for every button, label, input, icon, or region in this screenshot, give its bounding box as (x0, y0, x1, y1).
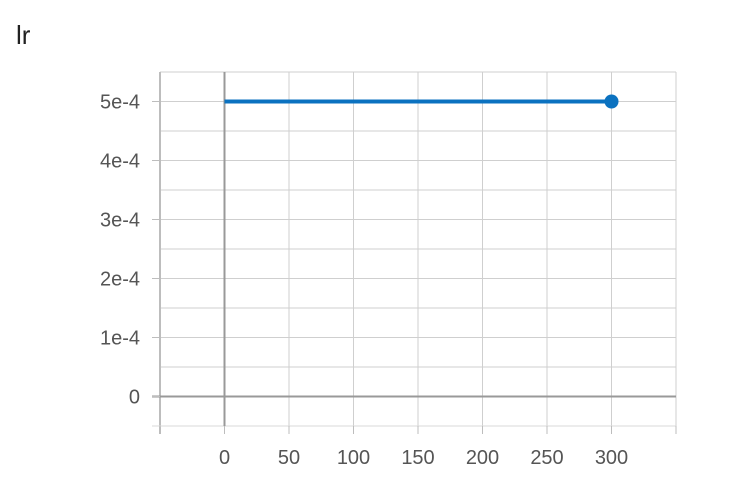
x-tick-label: 150 (401, 447, 434, 469)
x-tick-label: 0 (219, 447, 230, 469)
y-tick-label: 4e-4 (100, 151, 140, 173)
y-tick-label: 0 (129, 387, 140, 409)
axes (152, 72, 677, 434)
grid (159, 71, 677, 427)
x-tick-label: 250 (530, 447, 563, 469)
y-tick-label: 5e-4 (100, 92, 140, 114)
x-tick-label: 200 (466, 447, 499, 469)
y-tick-label: 3e-4 (100, 210, 140, 232)
tick-labels: 0 1e-4 2e-4 3e-4 4e-4 5e-4 0 50 100 150 200 250 300 (100, 92, 628, 470)
y-tick-label: 1e-4 (100, 328, 140, 350)
y-tick-label: 2e-4 (100, 269, 140, 291)
series-end-point (604, 94, 619, 109)
x-tick-label: 50 (278, 447, 300, 469)
x-tick-label: 300 (595, 447, 628, 469)
x-tick-label: 100 (337, 447, 370, 469)
chart-title: lr (16, 20, 31, 50)
series (224, 94, 619, 109)
